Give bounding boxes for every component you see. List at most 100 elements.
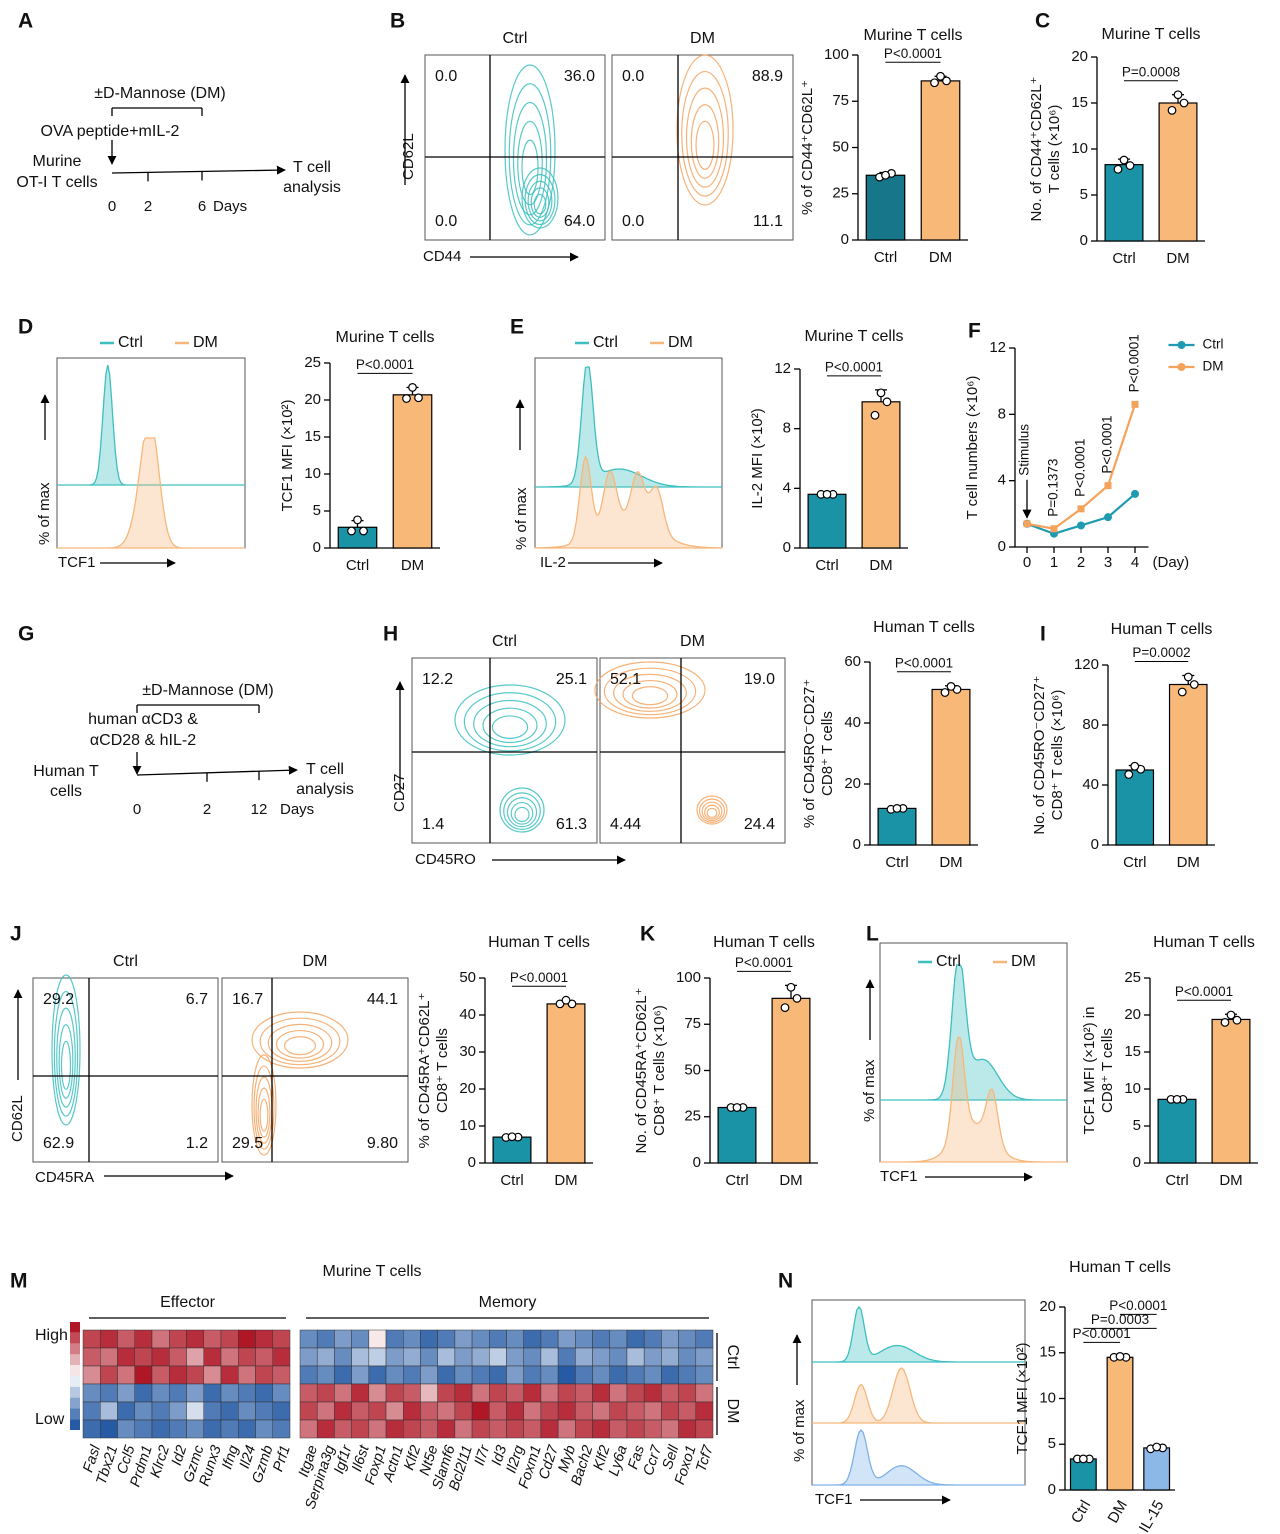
y-tick-label: 0 bbox=[1091, 836, 1099, 853]
heatmap-cell bbox=[385, 1347, 404, 1367]
endpoint: analysis bbox=[283, 179, 341, 196]
heatmap-cell bbox=[540, 1383, 559, 1403]
heatmap-cell bbox=[523, 1419, 542, 1439]
contour bbox=[60, 1040, 72, 1090]
heatmap-cell bbox=[523, 1401, 542, 1421]
contour bbox=[594, 661, 706, 719]
heatmap-cell bbox=[272, 1329, 291, 1349]
quadrant-value: 0.0 bbox=[622, 213, 644, 230]
panel-label: F bbox=[968, 320, 981, 343]
contour bbox=[257, 1087, 271, 1138]
heatmap-cell bbox=[255, 1401, 273, 1421]
heatmap-cell bbox=[661, 1401, 679, 1421]
heatmap-cell bbox=[523, 1347, 542, 1367]
x-axis-label: (Day) bbox=[1153, 554, 1190, 571]
heatmap-cell bbox=[695, 1401, 714, 1421]
gene-label: Sell bbox=[660, 1443, 683, 1472]
group-label: Effector bbox=[160, 1294, 216, 1311]
x-tick-label: DM bbox=[929, 249, 952, 266]
axis-arrow bbox=[136, 765, 298, 776]
heatmap-cell bbox=[186, 1401, 204, 1421]
contour bbox=[517, 120, 543, 206]
heatmap-cell bbox=[523, 1365, 542, 1385]
x-tick-label: DM bbox=[1105, 1497, 1131, 1526]
heatmap-cell bbox=[134, 1329, 153, 1349]
quadrant-value: 52.1 bbox=[610, 671, 641, 688]
heatmap-cell bbox=[186, 1329, 204, 1349]
contour bbox=[690, 104, 720, 179]
stimulus: αCD28 & hIL-2 bbox=[90, 732, 196, 749]
bar bbox=[1158, 102, 1198, 242]
heatmap-cell bbox=[592, 1419, 611, 1439]
heatmap-cell bbox=[592, 1383, 611, 1403]
legend-label: Ctrl bbox=[118, 334, 143, 351]
heatmap-cell bbox=[454, 1329, 473, 1349]
quadrant-value: 24.4 bbox=[744, 816, 775, 833]
colorbar-segment bbox=[70, 1322, 80, 1333]
annotation: P<0.0001 bbox=[1100, 415, 1115, 473]
histogram-curve bbox=[57, 437, 245, 549]
heatmap-cell bbox=[661, 1419, 679, 1439]
heatmap-cell bbox=[420, 1383, 438, 1403]
heatmap-cell bbox=[695, 1383, 714, 1403]
stimulus: human αCD3 & bbox=[88, 711, 198, 728]
heatmap-cell bbox=[220, 1419, 239, 1439]
flow-title: DM bbox=[690, 30, 715, 47]
flow-ylabel: CD62L bbox=[400, 133, 417, 180]
heatmap-cell bbox=[186, 1383, 204, 1403]
p-value: P<0.0001 bbox=[1175, 984, 1233, 999]
stimulus: OVA peptide+mIL-2 bbox=[41, 123, 180, 140]
data-point bbox=[1124, 770, 1134, 779]
contour bbox=[267, 1023, 333, 1062]
data-point bbox=[936, 71, 945, 81]
contour bbox=[508, 83, 552, 226]
heatmap-cell bbox=[255, 1329, 273, 1349]
y-tick-label: 60 bbox=[844, 653, 861, 670]
heatmap-cell bbox=[272, 1401, 291, 1421]
gene-label: Id3 bbox=[489, 1443, 510, 1467]
contour bbox=[463, 692, 557, 752]
heatmap-cell bbox=[203, 1329, 222, 1349]
heatmap-cell bbox=[403, 1383, 421, 1403]
y-axis-label: T cell numbers (×10⁶) bbox=[964, 376, 981, 520]
heatmap-cell bbox=[575, 1419, 593, 1439]
bar bbox=[717, 1106, 757, 1164]
heatmap-cell bbox=[540, 1419, 559, 1439]
contour bbox=[56, 1007, 76, 1108]
flow-frame bbox=[611, 54, 794, 241]
heatmap-cell bbox=[489, 1365, 507, 1385]
y-tick-label: 15 bbox=[1124, 1043, 1141, 1060]
colorbar-segment bbox=[70, 1386, 80, 1398]
quadrant-value: 36.0 bbox=[564, 68, 595, 85]
series-marker bbox=[1077, 505, 1085, 513]
contour bbox=[51, 974, 81, 1126]
y-tick-label: 0 bbox=[853, 836, 861, 853]
heatmap-cell bbox=[506, 1419, 524, 1439]
heatmap-cell bbox=[403, 1329, 421, 1349]
heatmap-cell bbox=[626, 1365, 645, 1385]
quadrant-value: 4.44 bbox=[610, 816, 641, 833]
flow-ylabel: CD27 bbox=[391, 774, 408, 812]
heatmap-cell bbox=[151, 1347, 170, 1367]
timeline-tick-label: 2 bbox=[203, 801, 211, 818]
chart-title: Human T cells bbox=[488, 934, 590, 951]
heatmap-cell bbox=[437, 1365, 456, 1385]
quadrant-value: 44.1 bbox=[367, 991, 398, 1008]
heatmap-cell bbox=[643, 1347, 662, 1367]
heatmap-cell bbox=[471, 1365, 490, 1385]
y-tick-label: 4 bbox=[998, 472, 1006, 489]
heatmap-cell bbox=[134, 1347, 153, 1367]
y-tick-label: 75 bbox=[832, 92, 849, 109]
heatmap-cell bbox=[220, 1365, 239, 1385]
heatmap-cell bbox=[678, 1347, 697, 1367]
contour bbox=[275, 1029, 325, 1059]
gene-label: Ifng bbox=[219, 1443, 242, 1471]
gene-label: Id2 bbox=[169, 1443, 190, 1467]
colorbar-segment bbox=[70, 1376, 80, 1387]
contour bbox=[499, 787, 545, 833]
y-tick-label: 10 bbox=[304, 465, 321, 482]
panel-label: I bbox=[1040, 623, 1046, 646]
contour bbox=[512, 101, 548, 216]
y-tick-label: 5 bbox=[313, 502, 321, 519]
heatmap-cell bbox=[272, 1347, 291, 1367]
